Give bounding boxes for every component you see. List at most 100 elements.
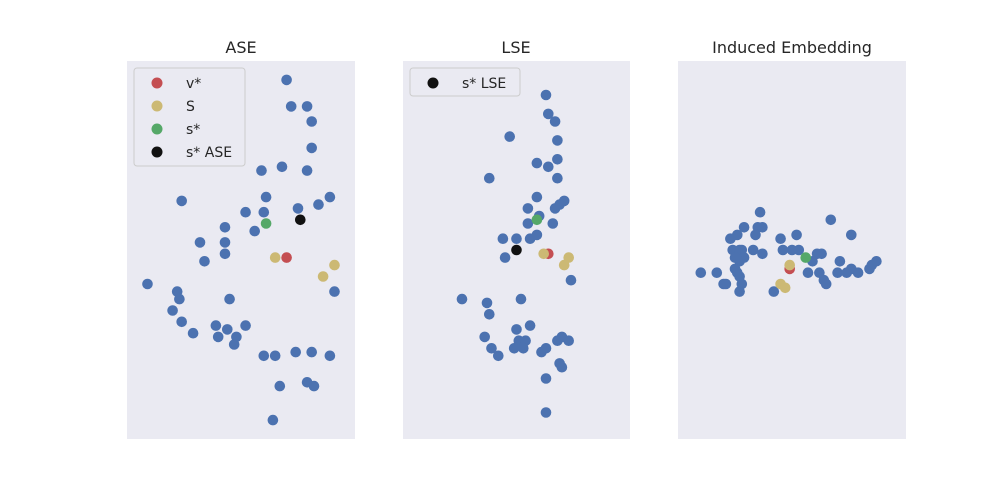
- scatter-point-node-6: [276, 161, 288, 173]
- scatter-point-node-35: [552, 335, 563, 347]
- scatter-point-node-4: [552, 135, 563, 146]
- scatter-point-node-7: [256, 165, 267, 176]
- scatter-point-node-10: [725, 233, 736, 244]
- scatter-point-node-1: [285, 101, 297, 112]
- scatter-point-s: [329, 259, 340, 271]
- scatter-point-node-38: [306, 346, 318, 358]
- scatter-point-s: [558, 259, 570, 271]
- scatter-point-node-0: [754, 206, 766, 218]
- scatter-point-node-13: [793, 244, 805, 256]
- scatter-point-node-6: [750, 229, 761, 241]
- scatter-point-node-15: [219, 222, 231, 233]
- scatter-point-node-24: [456, 293, 468, 305]
- scatter-point-node-45: [734, 286, 745, 297]
- points-induced-embedding: [695, 206, 882, 297]
- scatter-point-node-40: [274, 380, 286, 392]
- scatter-point-node-34: [563, 335, 574, 347]
- scatter-point-node-1: [825, 214, 837, 226]
- scatter-point-node-45: [540, 407, 552, 418]
- scatter-point-node-37: [290, 346, 302, 358]
- scatter-point-node-30: [240, 320, 251, 331]
- scatter-point-node-17: [747, 244, 759, 256]
- scatter-point-node-25: [224, 293, 235, 305]
- legend-marker-s-star-ase: [151, 146, 163, 158]
- scatter-point-node-31: [802, 267, 814, 279]
- panel-lse: LSE s* LSE: [403, 38, 630, 439]
- scatter-point-node-22: [816, 248, 827, 260]
- legend-lse: s* LSE: [409, 67, 521, 97]
- scatter-point-node-1: [543, 108, 554, 120]
- scatter-point-node-28: [511, 324, 522, 335]
- scatter-point-node-10: [313, 199, 324, 210]
- scatter-point-node-28: [210, 320, 222, 331]
- scatter-point-node-16: [547, 218, 559, 229]
- panel-ase: ASE v* S s* s* ASE: [127, 38, 355, 439]
- scatter-point-node-19: [219, 248, 231, 260]
- legend-marker-s-star-lse: [427, 77, 439, 89]
- scatter-point-node-43: [267, 414, 279, 426]
- scatter-point-node-9: [324, 191, 336, 203]
- legend-label-v-star: v*: [186, 76, 201, 92]
- scatter-point-node-17: [219, 237, 231, 248]
- panel-induced-embedding: Induced Embedding: [678, 38, 906, 439]
- scatter-point-node-0: [540, 89, 552, 101]
- scatter-point-node-35: [258, 350, 270, 362]
- scatter-point-s-star: [531, 214, 543, 226]
- scatter-point-node-5: [552, 154, 563, 165]
- scatter-point-node-43: [556, 361, 568, 373]
- scatter-point-s: [317, 271, 329, 282]
- points-ase: [142, 74, 340, 426]
- legend-label-s-star: s*: [186, 122, 200, 138]
- scatter-point-node-32: [212, 331, 224, 343]
- scatter-point-node-6: [531, 157, 543, 169]
- scatter-point-node-8: [775, 233, 786, 244]
- scatter-point-s-star: [800, 252, 811, 263]
- legend-marker-s-star: [151, 123, 163, 135]
- scatter-point-node-34: [228, 339, 240, 350]
- scatter-point-node-44: [540, 373, 552, 384]
- scatter-point-node-16: [249, 225, 260, 237]
- scatter-point-node-46: [768, 286, 780, 297]
- scatter-point-node-8: [260, 191, 272, 203]
- scatter-point-node-23: [565, 274, 577, 286]
- scatter-point-node-25: [481, 297, 493, 309]
- scatter-point-node-26: [167, 305, 178, 316]
- chart-title-induced-embedding: Induced Embedding: [712, 38, 872, 57]
- scatter-point-node-11: [777, 244, 789, 256]
- scatter-point-node-4: [757, 222, 768, 233]
- scatter-point-node-20: [511, 233, 522, 244]
- scatter-point-node-17: [522, 218, 534, 229]
- legend-marker-s: [151, 100, 163, 112]
- scatter-point-node-29: [524, 320, 536, 331]
- scatter-point-node-39: [324, 350, 336, 362]
- scatter-point-node-41: [720, 278, 732, 290]
- scatter-point-node-22: [142, 278, 153, 290]
- scatter-point-node-4: [306, 142, 318, 154]
- scatter-point-node-7: [543, 161, 554, 173]
- scatter-point-node-37: [695, 267, 707, 279]
- scatter-point-node-23: [834, 255, 846, 267]
- legend-label-s: S: [186, 99, 195, 115]
- scatter-point-node-38: [711, 267, 723, 279]
- scatter-point-node-35: [852, 267, 864, 279]
- scatter-point-node-38: [518, 343, 529, 354]
- scatter-point-node-14: [549, 203, 561, 214]
- chart-title-lse: LSE: [501, 38, 530, 57]
- scatter-point-node-19: [497, 233, 509, 244]
- legend-box-lse: [409, 67, 521, 97]
- legend-ase: v* S s* s* ASE: [133, 67, 246, 167]
- scatter-point-node-18: [194, 237, 206, 248]
- chart-title-ase: ASE: [225, 38, 256, 57]
- points-lse: [456, 89, 577, 418]
- scatter-point-node-2: [301, 101, 313, 112]
- scatter-point-node-2: [738, 222, 750, 233]
- scatter-point-node-13: [522, 203, 534, 214]
- scatter-point-node-8: [484, 172, 495, 184]
- scatter-point-s: [538, 248, 549, 260]
- scatter-point-node-41: [493, 350, 504, 362]
- scatter-point-node-21: [524, 233, 536, 244]
- scatter-point-node-9: [791, 229, 802, 241]
- scatter-point-s: [784, 259, 795, 271]
- legend-marker-v-star: [151, 77, 163, 89]
